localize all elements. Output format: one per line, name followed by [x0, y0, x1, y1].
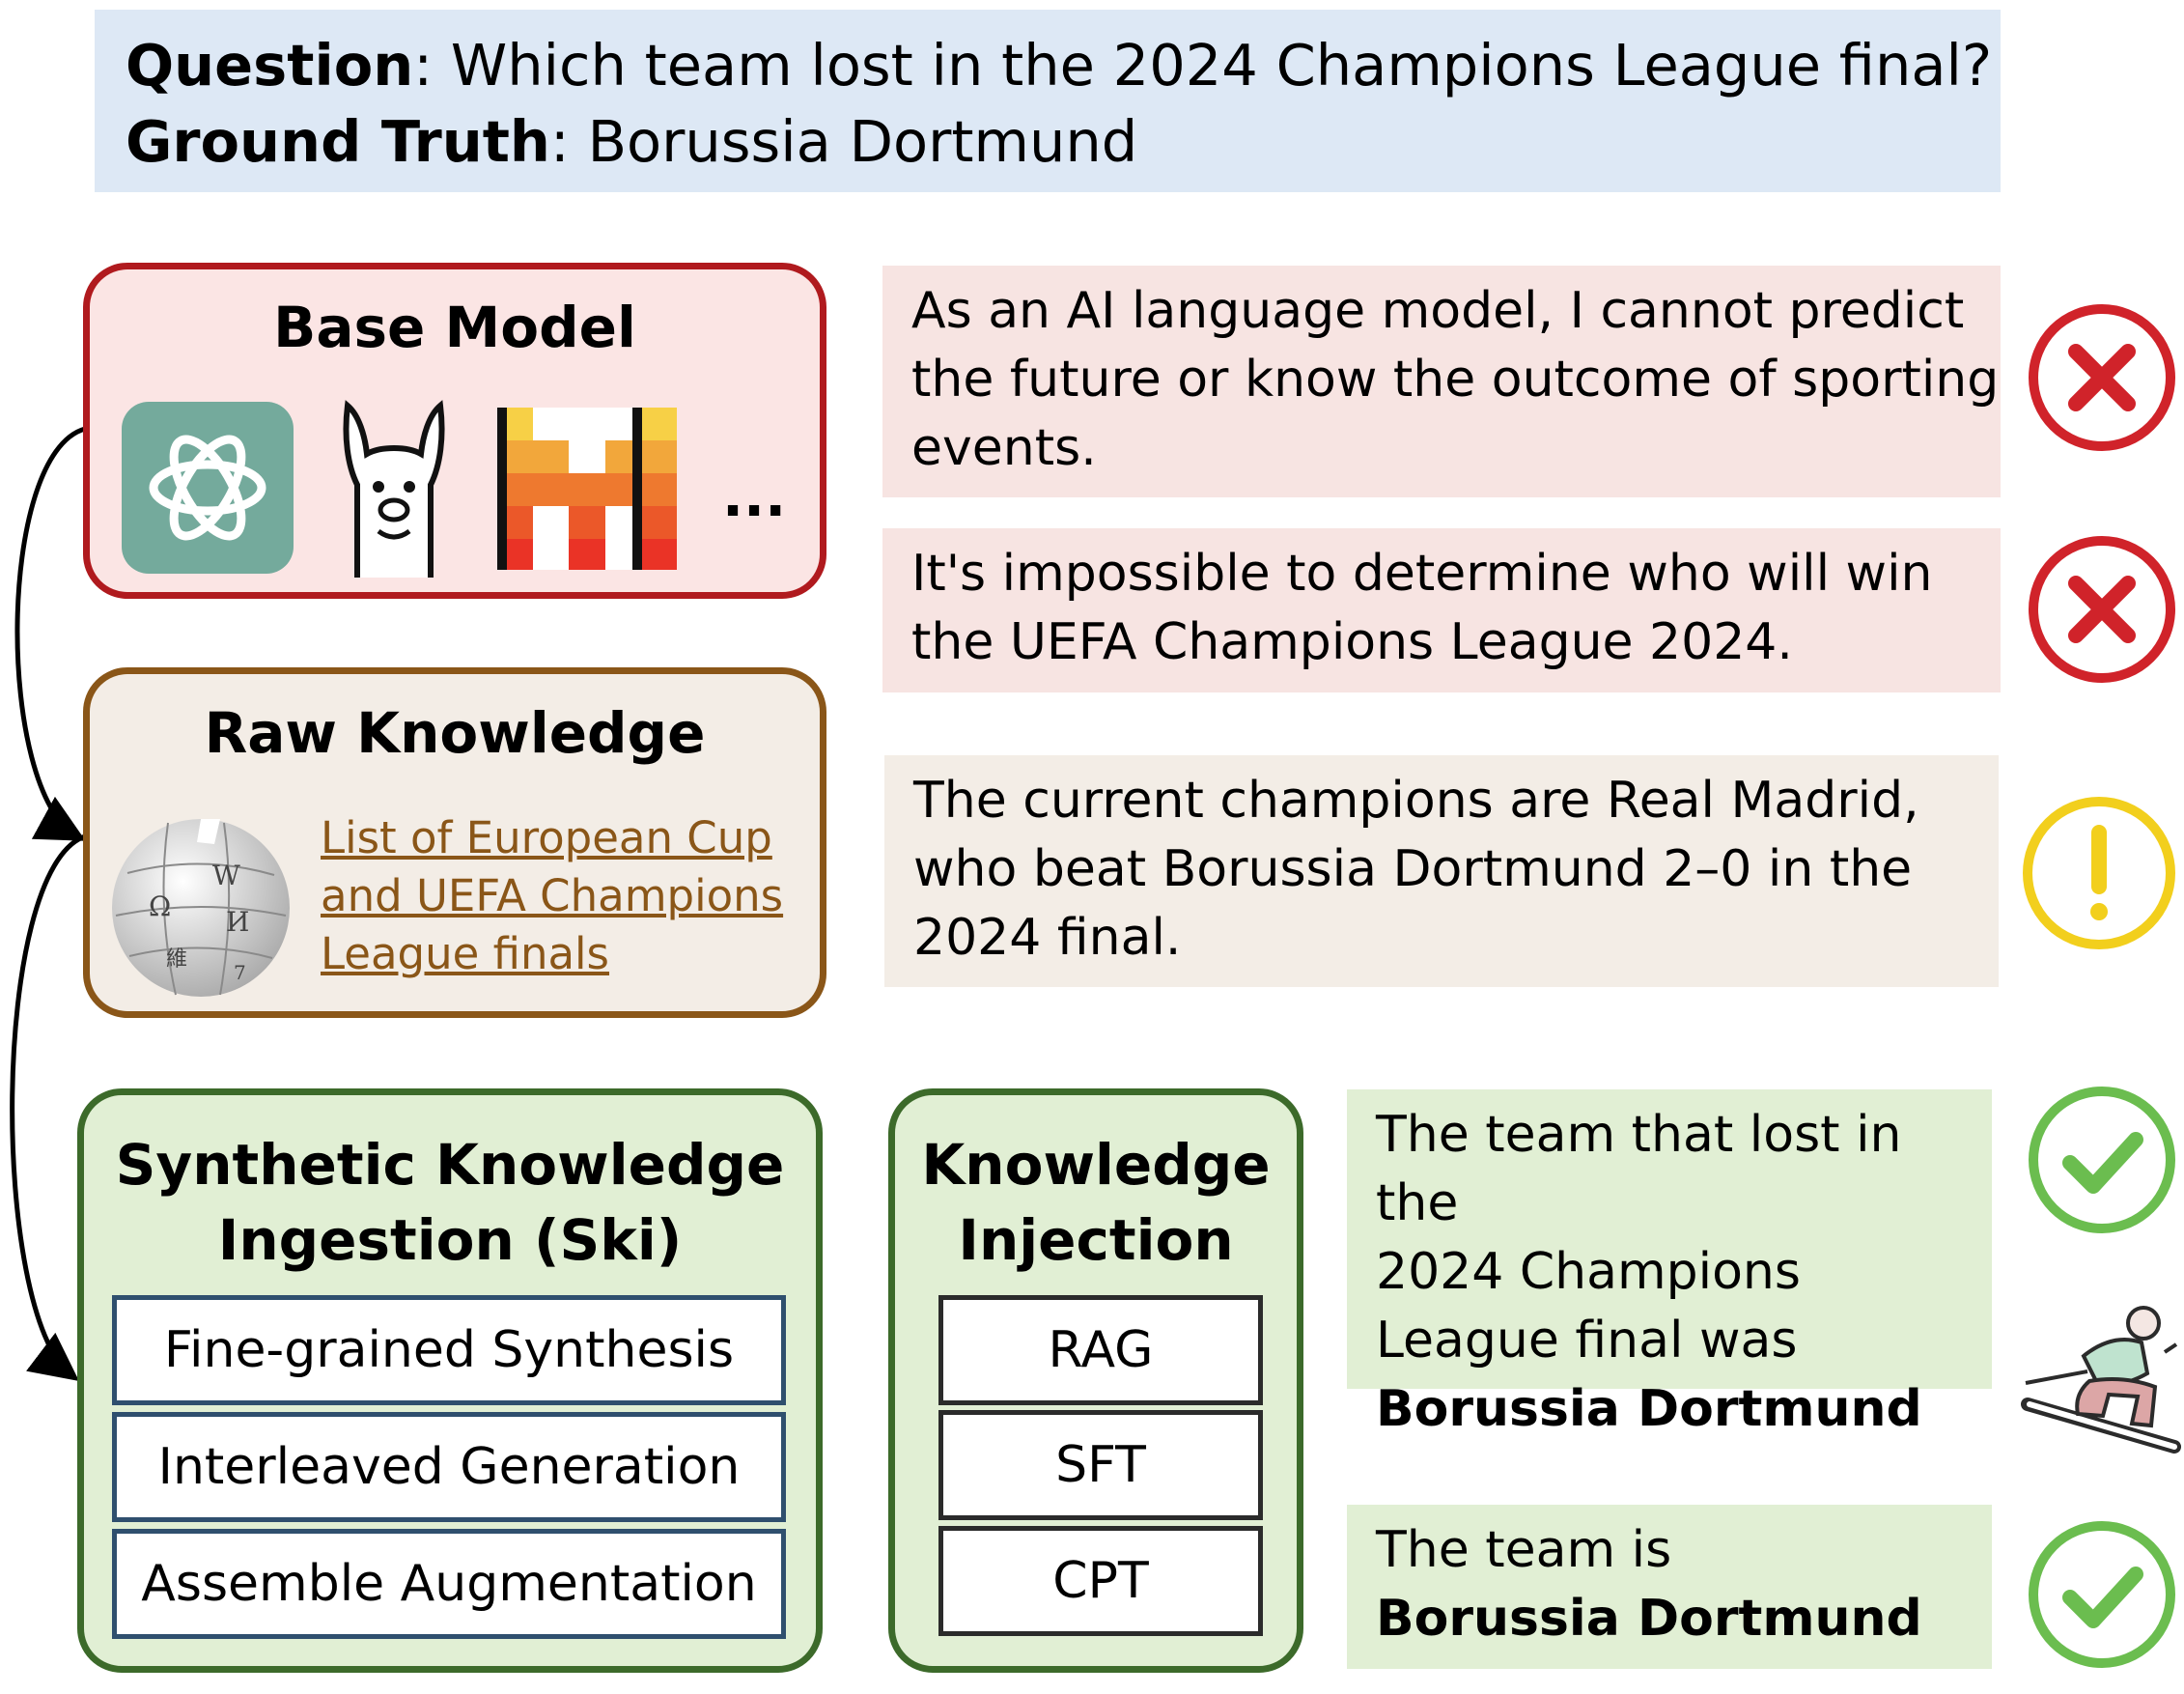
llama-logo-icon	[343, 400, 445, 578]
answer-line: the UEFA Champions League 2024.	[911, 613, 1793, 671]
ski-title-line1: Synthetic Knowledge	[115, 1132, 785, 1198]
ground-truth-line: Ground Truth: Borussia Dortmund	[126, 108, 1138, 175]
injection-sft: SFT	[938, 1410, 1263, 1520]
link-line: and UEFA Champions	[321, 870, 784, 921]
mistral-logo-icon	[497, 408, 677, 570]
wrong-x-icon	[2029, 536, 2175, 683]
ground-truth-label: Ground Truth	[126, 108, 550, 175]
wikipedia-link[interactable]: List of European Cup and UEFA Champions …	[321, 809, 783, 983]
flow-arrows	[10, 426, 86, 1382]
method-assemble-augmentation: Assemble Augmentation	[112, 1529, 786, 1639]
answer-line: who beat Borussia Dortmund 2–0 in the	[913, 840, 1913, 898]
injection-title-line2: Injection	[958, 1207, 1234, 1273]
svg-text:維: 維	[166, 947, 187, 972]
answer-ski-2: The team is Borussia Dortmund	[1347, 1505, 1992, 1669]
openai-logo-icon	[122, 402, 294, 574]
link-line: List of European Cup	[321, 812, 772, 863]
answer-line: 2024 final.	[913, 909, 1182, 967]
answer-base-model-2: It's impossible to determine who will wi…	[882, 528, 2001, 692]
ski-title-line2: Ingestion (Ski)	[217, 1207, 683, 1273]
question-banner: Question: Which team lost in the 2024 Ch…	[95, 10, 2001, 192]
question-line: Question: Which team lost in the 2024 Ch…	[126, 32, 1993, 99]
answer-base-model-1: As an AI language model, I cannot predic…	[882, 266, 2001, 497]
svg-text:7: 7	[234, 961, 246, 984]
skier-icon	[2021, 1306, 2181, 1454]
answer-line: As an AI language model, I cannot predic…	[911, 282, 1965, 340]
question-label: Question	[126, 32, 414, 99]
answer-line: The team is	[1376, 1521, 1672, 1579]
question-text: Which team lost in the 2024 Champions Le…	[450, 32, 1993, 99]
injection-cpt: CPT	[938, 1526, 1263, 1636]
answer-line: It's impossible to determine who will wi…	[911, 545, 1933, 603]
warning-exclamation-icon	[2023, 797, 2175, 949]
answer-bold: Borussia Dortmund	[1376, 1380, 1922, 1438]
correct-check-icon	[2029, 1087, 2175, 1233]
answer-line: events.	[911, 419, 1097, 477]
wrong-x-icon	[2029, 304, 2175, 451]
answer-bold: Borussia Dortmund	[1376, 1590, 1922, 1648]
base-model-title: Base Model	[273, 295, 636, 360]
svg-text:W: W	[212, 860, 240, 891]
answer-ski-1: The team that lost in the 2024 Champions…	[1347, 1089, 1992, 1438]
svg-text:И: И	[226, 906, 249, 938]
answer-line: 2024 Champions	[1376, 1243, 1801, 1301]
raw-knowledge-title: Raw Knowledge	[204, 700, 706, 766]
more-models-ellipsis: ...	[722, 464, 787, 529]
injection-title-line1: Knowledge	[921, 1132, 1271, 1198]
ground-truth-text: Borussia Dortmund	[587, 108, 1138, 175]
method-fine-grained-synthesis: Fine-grained Synthesis	[112, 1295, 786, 1405]
injection-rag: RAG	[938, 1295, 1263, 1405]
method-interleaved-generation: Interleaved Generation	[112, 1412, 786, 1522]
answer-line: The team that lost in the	[1376, 1106, 1902, 1232]
answer-line: the future or know the outcome of sporti…	[911, 351, 2000, 409]
svg-text:Ω: Ω	[149, 890, 171, 922]
answer-line: The current champions are Real Madrid,	[913, 772, 1919, 830]
answer-line: League final was	[1376, 1312, 1798, 1369]
answer-raw-knowledge: The current champions are Real Madrid, w…	[884, 755, 1999, 987]
wikipedia-globe-icon: W Ω И 維 7	[112, 819, 290, 997]
correct-check-icon	[2029, 1521, 2175, 1668]
link-line: League finals	[321, 928, 610, 979]
